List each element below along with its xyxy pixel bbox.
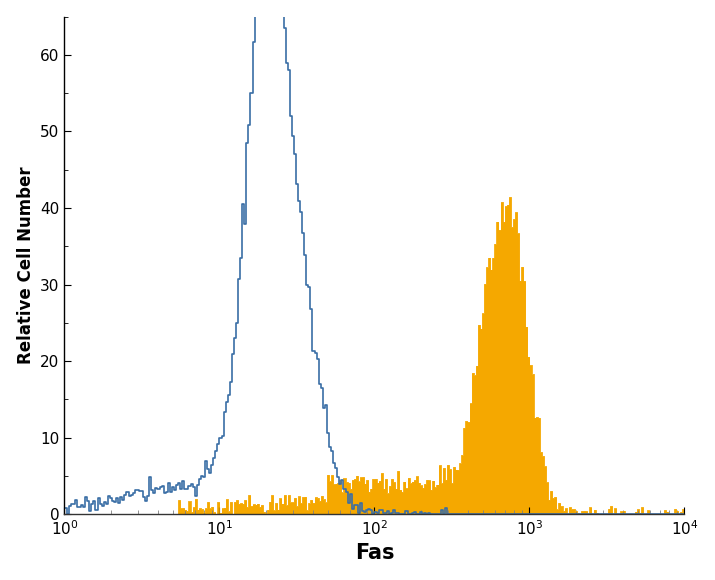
- Y-axis label: Relative Cell Number: Relative Cell Number: [16, 166, 34, 364]
- X-axis label: Fas: Fas: [355, 543, 394, 563]
